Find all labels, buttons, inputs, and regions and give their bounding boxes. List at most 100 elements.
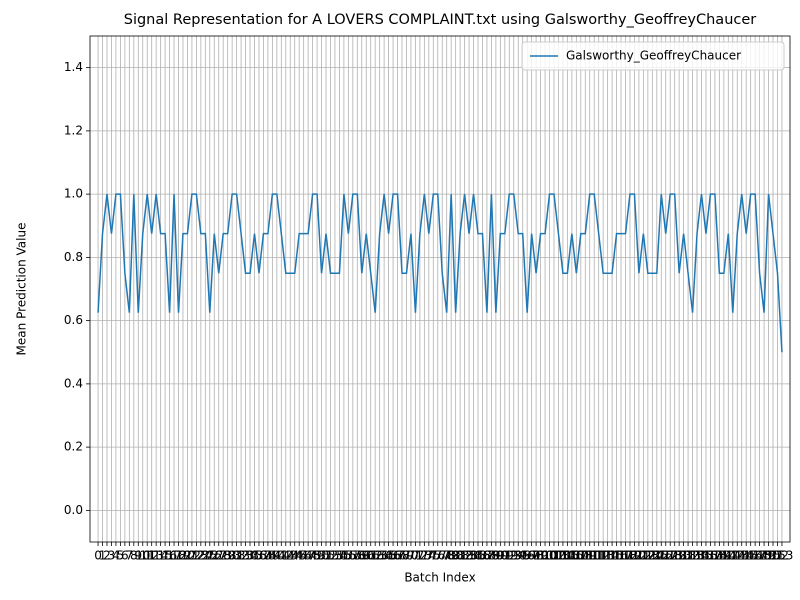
x-tick-label: 140 [712,549,735,563]
x-tick-label: 8 [130,549,138,563]
x-tick-label: 63 [372,549,387,563]
x-tick-label: 75 [426,549,441,563]
x-tick-label: 115 [601,549,624,563]
y-tick-label: 0.4 [64,376,83,390]
x-tick-label: 24 [198,549,213,563]
x-tick-label: 110 [578,549,601,563]
x-tick-label: 30 [225,549,240,563]
x-tick-label: 9 [134,549,142,563]
x-tick-label: 3 [108,549,116,563]
y-tick-label: 0.0 [64,503,83,517]
x-tick-label: 151 [762,549,785,563]
x-tick-label: 68 [394,549,409,563]
x-tick-label: 39 [265,549,280,563]
x-tick-label: 83 [461,549,476,563]
x-tick-label: 101 [538,549,561,563]
x-tick-label: 76 [430,549,445,563]
x-tick-label: 17 [166,549,181,563]
x-tick-label: 73 [417,549,432,563]
x-tick-label: 14 [153,549,168,563]
x-tick-label: 96 [520,549,535,563]
x-tick-label: 35 [247,549,262,563]
x-tick-label: 108 [569,549,592,563]
x-tick-label: 144 [730,549,753,563]
x-tick-label: 44 [287,549,302,563]
data-line [97,193,783,353]
x-tick-label: 53 [327,549,342,563]
x-tick-label: 15 [157,549,172,563]
x-tick-label: 70 [403,549,418,563]
x-tick-label: 55 [336,549,351,563]
x-tick-label: 153 [771,549,794,563]
x-tick-label: 5 [117,549,125,563]
x-tick-label: 132 [677,549,700,563]
x-tick-label: 31 [229,549,244,563]
x-tick-label: 91 [497,549,512,563]
x-tick-label: 16 [162,549,177,563]
x-tick-label: 89 [488,549,503,563]
x-tick-label: 97 [524,549,539,563]
x-tick-label: 112 [587,549,610,563]
x-tick-label: 123 [636,549,659,563]
x-tick-label: 7 [126,549,134,563]
x-tick-label: 102 [543,549,566,563]
x-tick-label: 2 [103,549,111,563]
x-tick-label: 79 [444,549,459,563]
x-tick-label: 56 [341,549,356,563]
x-tick-label: 48 [305,549,320,563]
x-tick-label: 114 [596,549,619,563]
x-tick-label: 20 [180,549,195,563]
x-tick-label: 25 [202,549,217,563]
y-tick-label: 0.6 [64,313,83,327]
x-tick-label: 27 [211,549,226,563]
x-tick-label: 135 [690,549,713,563]
x-tick-label: 64 [376,549,391,563]
y-tick-label: 0.2 [64,440,83,454]
x-tick-label: 62 [368,549,383,563]
x-tick-label: 149 [753,549,776,563]
x-tick-label: 127 [654,549,677,563]
x-tick-label: 19 [175,549,190,563]
x-tick-label: 120 [623,549,646,563]
x-tick-label: 71 [408,549,423,563]
x-tick-label: 51 [318,549,333,563]
x-tick-label: 142 [721,549,744,563]
x-tick-label: 49 [309,549,324,563]
x-tick-label: 93 [506,549,521,563]
x-tick-label: 41 [274,549,289,563]
plot-frame [89,35,791,543]
x-tick-label: 139 [708,549,731,563]
x-tick-label: 152 [766,549,789,563]
x-tick-label: 87 [479,549,494,563]
legend-label: Galsworthy_GeoffreyChaucer [566,49,741,63]
x-tick-label: 100 [534,549,557,563]
x-tick-label: 60 [359,549,374,563]
x-tick-label: 54 [332,549,347,563]
x-tick-label: 18 [171,549,186,563]
chart-title: Signal Representation for A LOVERS COMPL… [124,12,757,28]
y-tick-label: 1.2 [64,123,83,137]
x-tick-label: 10 [135,549,150,563]
x-tick-label: 65 [381,549,396,563]
x-tick-label: 85 [470,549,485,563]
x-tick-label: 46 [296,549,311,563]
x-tick-label: 88 [484,549,499,563]
x-tick-label: 0 [94,549,102,563]
x-tick-label: 72 [412,549,427,563]
x-tick-label: 66 [385,549,400,563]
x-tick-label: 43 [283,549,298,563]
x-tick-label: 33 [238,549,253,563]
x-tick-label: 107 [565,549,588,563]
y-tick-label: 0.8 [64,250,83,264]
x-tick-label: 26 [207,549,222,563]
x-tick-label: 77 [435,549,450,563]
x-tick-label: 23 [193,549,208,563]
x-tick-label: 121 [627,549,650,563]
x-tick-label: 29 [220,549,235,563]
x-tick-label: 13 [149,549,164,563]
x-tick-label: 36 [251,549,266,563]
x-tick-label: 105 [556,549,579,563]
x-tick-label: 78 [439,549,454,563]
x-tick-label: 37 [256,549,271,563]
